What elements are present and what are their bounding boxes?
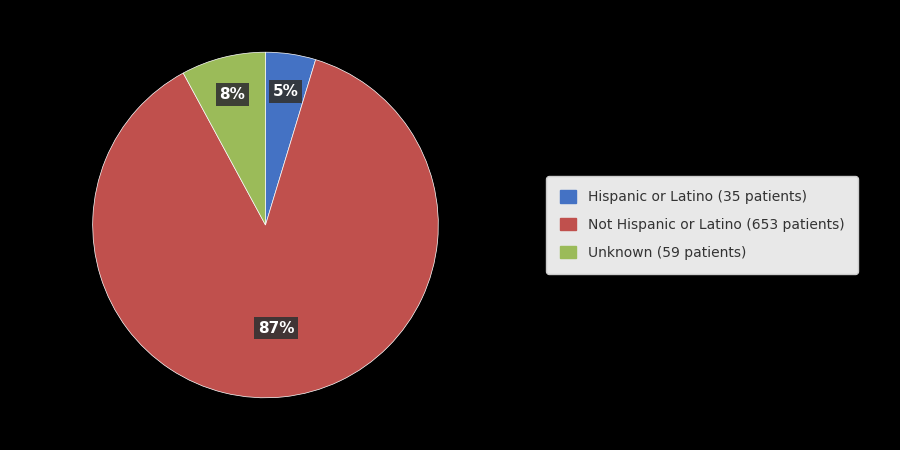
Wedge shape xyxy=(266,52,316,225)
Text: 8%: 8% xyxy=(220,87,246,102)
Text: 87%: 87% xyxy=(257,321,294,336)
Wedge shape xyxy=(93,60,438,398)
Wedge shape xyxy=(184,52,266,225)
Text: 5%: 5% xyxy=(273,84,298,99)
Legend: Hispanic or Latino (35 patients), Not Hispanic or Latino (653 patients), Unknown: Hispanic or Latino (35 patients), Not Hi… xyxy=(546,176,858,274)
